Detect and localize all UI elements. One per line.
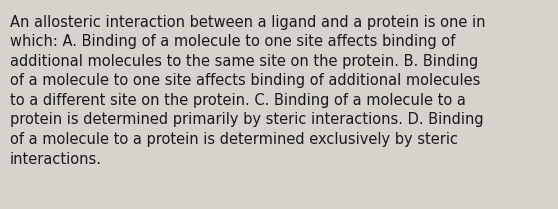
Text: An allosteric interaction between a ligand and a protein is one in
which: A. Bin: An allosteric interaction between a liga…	[10, 15, 485, 167]
